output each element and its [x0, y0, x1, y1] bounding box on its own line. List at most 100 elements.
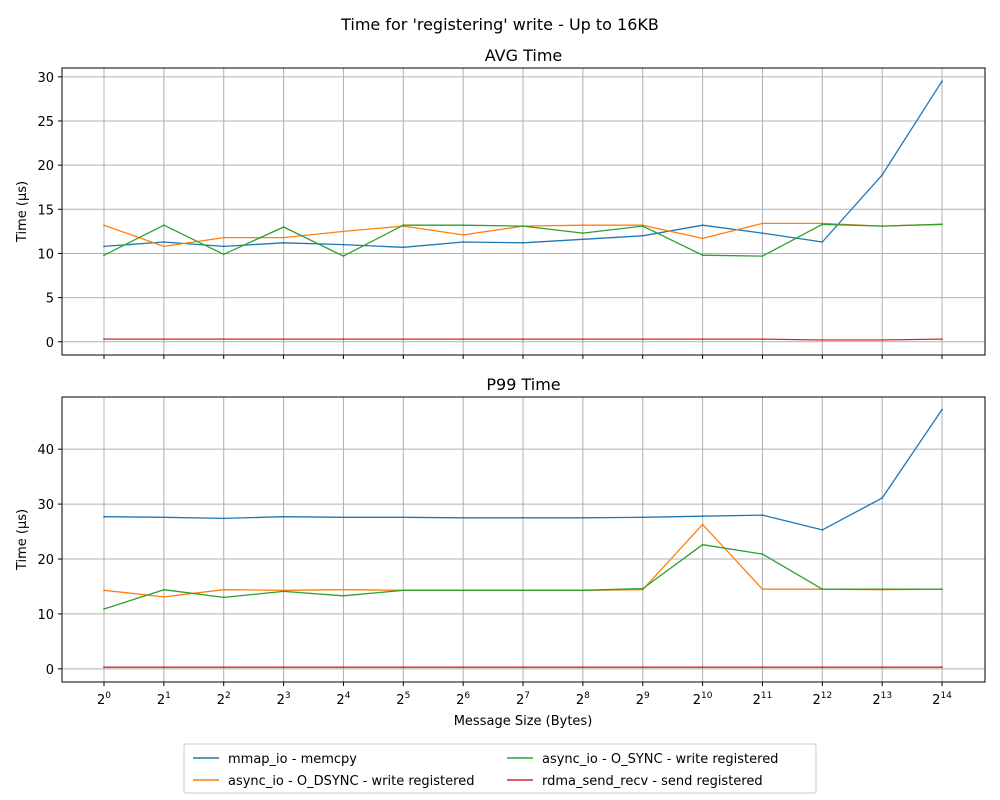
data-point — [701, 237, 704, 240]
y-tick-label: 5 — [46, 292, 54, 307]
data-point — [581, 589, 584, 592]
data-point — [701, 338, 704, 341]
x-axis-label: Message Size (Bytes) — [454, 714, 593, 729]
data-point — [941, 408, 943, 411]
data-point — [162, 241, 165, 243]
data-point — [222, 338, 225, 341]
data-point — [342, 338, 345, 341]
subplot-title: AVG Time — [485, 46, 563, 65]
data-point — [103, 245, 105, 248]
y-tick-label: 10 — [37, 608, 54, 623]
y-tick-label: 15 — [37, 203, 54, 218]
data-point — [282, 590, 285, 593]
data-point — [402, 246, 405, 249]
legend-entry: async_io - O_DSYNC - write registered — [193, 774, 474, 789]
legend-label-rdma-send-recv: rdma_send_recv - send registered — [542, 774, 763, 789]
data-point — [342, 516, 345, 519]
data-point — [522, 241, 524, 244]
x-tick-label: 27 — [516, 691, 530, 708]
x-tick-label: 28 — [576, 691, 590, 708]
data-point — [103, 224, 105, 227]
data-point — [641, 234, 644, 237]
data-point — [103, 666, 105, 669]
p99-time-panel: 0 10 20 30 40 20 21 22 23 24 25 26 27 28 29 210 211 212 21… — [15, 375, 986, 729]
data-point — [581, 516, 584, 519]
data-point — [581, 238, 584, 241]
data-point — [581, 232, 584, 235]
data-point — [342, 594, 345, 597]
data-point — [761, 255, 764, 257]
data-point — [522, 338, 524, 341]
data-point — [821, 588, 824, 591]
legend-label-async-io-o-dsync: async_io - O_DSYNC - write registered — [228, 774, 474, 789]
data-point — [821, 241, 824, 243]
data-point — [462, 666, 465, 669]
data-point — [462, 234, 465, 236]
data-point — [641, 666, 644, 669]
data-point — [641, 225, 644, 227]
data-point — [282, 666, 285, 669]
x-tick-label: 25 — [396, 691, 410, 708]
data-point — [222, 596, 225, 599]
data-point — [701, 515, 704, 518]
data-point — [522, 225, 524, 227]
data-point — [162, 588, 165, 591]
x-tick-label: 23 — [277, 691, 291, 708]
data-point — [941, 588, 943, 591]
y-tick-label: 10 — [37, 247, 54, 262]
data-point — [342, 230, 345, 233]
data-point — [581, 338, 584, 341]
data-point — [103, 608, 105, 610]
data-point — [402, 516, 405, 519]
data-point — [462, 338, 465, 341]
x-tick-label: 26 — [456, 691, 470, 708]
data-point — [821, 666, 824, 669]
data-point — [821, 339, 824, 341]
data-point — [881, 666, 884, 669]
data-point — [522, 666, 524, 669]
data-point — [581, 224, 584, 227]
y-tick-label: 0 — [46, 663, 54, 678]
data-point — [641, 587, 644, 590]
data-point — [103, 589, 105, 592]
avg-time-panel: 0 5 10 15 20 25 30 AVG Time Time (µs) — [15, 46, 986, 359]
data-point — [282, 226, 285, 228]
data-point — [881, 225, 884, 227]
data-point — [162, 245, 165, 248]
data-point — [162, 516, 165, 519]
data-point — [821, 223, 824, 226]
legend-label-async-io-o-sync: async_io - O_SYNC - write registered — [542, 752, 778, 767]
data-point — [402, 224, 405, 227]
data-point — [761, 514, 764, 516]
legend-entry: async_io - O_SYNC - write registered — [507, 752, 778, 767]
legend-entry: mmap_io - memcpy — [193, 752, 357, 767]
data-point — [103, 254, 105, 257]
data-point — [282, 241, 285, 244]
data-point — [222, 588, 225, 591]
data-point — [103, 515, 105, 518]
data-point — [162, 595, 165, 598]
x-tick-label: 214 — [932, 691, 952, 708]
data-point — [282, 515, 285, 518]
data-point — [761, 232, 764, 235]
data-point — [701, 666, 704, 669]
data-point — [881, 339, 884, 341]
data-point — [342, 588, 345, 591]
x-tick-label: 210 — [693, 691, 713, 708]
data-point — [701, 543, 704, 546]
y-tick-label: 30 — [37, 498, 54, 513]
data-point — [761, 553, 764, 555]
data-point — [402, 666, 405, 669]
y-tick-label: 20 — [37, 159, 54, 174]
grid — [62, 397, 985, 682]
data-point — [162, 666, 165, 669]
y-tick-label: 40 — [37, 443, 54, 458]
data-point — [462, 589, 465, 592]
data-point — [222, 517, 225, 520]
data-point — [222, 253, 225, 256]
x-tick-label: 24 — [336, 691, 350, 708]
data-point — [522, 516, 524, 519]
figure-suptitle: Time for 'registering' write - Up to 16K… — [340, 15, 659, 34]
x-tick-label: 211 — [753, 691, 773, 708]
data-point — [103, 338, 105, 341]
